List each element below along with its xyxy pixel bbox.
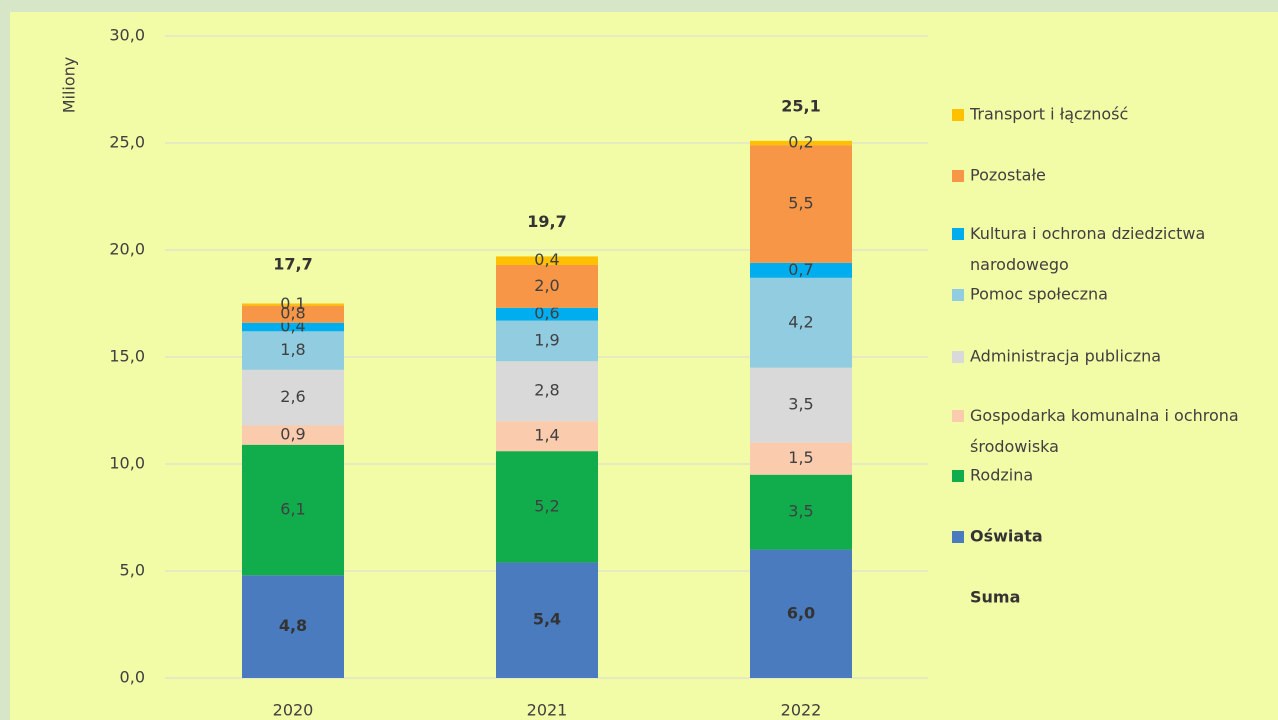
- bar-segment: [496, 361, 598, 422]
- x-tick-label: 2021: [527, 701, 568, 720]
- bar-segment: [496, 256, 598, 265]
- bar-segment: [750, 262, 852, 278]
- x-tick-label: 2020: [273, 701, 314, 720]
- bar-segment: [242, 444, 344, 576]
- legend-swatch: [952, 109, 964, 121]
- value-label: 0,7: [788, 260, 813, 279]
- total-label: 25,1: [781, 96, 820, 115]
- bar-segment: [242, 425, 344, 445]
- y-axis-title: Miliony: [60, 57, 79, 114]
- bar-segment: [750, 474, 852, 550]
- y-tick-label: 20,0: [109, 240, 145, 259]
- legend-label: Transport i łączność: [969, 105, 1128, 124]
- legend-label: Administracja publiczna: [970, 347, 1161, 366]
- total-label: 19,7: [527, 212, 566, 231]
- bar-segment: [750, 549, 852, 678]
- value-label: 3,5: [788, 395, 813, 414]
- bar-segment: [750, 442, 852, 475]
- bar-segment: [496, 421, 598, 452]
- bar-segment: [750, 367, 852, 443]
- bar-segment: [496, 320, 598, 362]
- value-label: 5,2: [534, 496, 559, 515]
- bar-segment: [750, 145, 852, 263]
- value-label: 5,4: [533, 610, 561, 629]
- bar-segment: [496, 264, 598, 308]
- value-label: 2,6: [280, 387, 305, 406]
- y-tick-label: 30,0: [109, 26, 145, 45]
- legend-swatch: [952, 351, 964, 363]
- legend-swatch: [952, 410, 964, 422]
- y-tick-label: 10,0: [109, 454, 145, 473]
- bar-segment: [750, 277, 852, 368]
- legend-swatch: [952, 531, 964, 543]
- legend-label: Kultura i ochrona dziedzictwa narodowego: [970, 224, 1210, 274]
- total-label: 17,7: [273, 255, 312, 274]
- legend-label: Pomoc społeczna: [970, 285, 1108, 304]
- x-tick-label: 2022: [781, 701, 822, 720]
- legend-swatch: [952, 289, 964, 301]
- value-label: 1,8: [280, 340, 305, 359]
- value-label: 6,0: [787, 603, 815, 622]
- bar-segment: [242, 369, 344, 426]
- value-label: 3,5: [788, 502, 813, 521]
- value-label: 1,4: [534, 426, 559, 445]
- value-label: 0,6: [534, 304, 559, 323]
- value-label: 1,5: [788, 448, 813, 467]
- value-label: 2,8: [534, 381, 559, 400]
- legend-swatch: [952, 228, 964, 240]
- bar-segment: [496, 307, 598, 321]
- value-label: 4,8: [279, 616, 307, 635]
- value-label: 0,1: [280, 294, 305, 313]
- bar-segment: [750, 140, 852, 146]
- legend-swatch: [952, 470, 964, 482]
- bar-segment: [242, 305, 344, 323]
- value-label: 4,2: [788, 312, 813, 331]
- bar-segment: [242, 322, 344, 332]
- value-label: 0,4: [534, 250, 559, 269]
- value-label: 0,8: [280, 304, 305, 323]
- y-tick-label: 15,0: [109, 347, 145, 366]
- y-tick-label: 0,0: [120, 668, 145, 687]
- value-label: 1,9: [534, 330, 559, 349]
- bar-segment: [242, 303, 344, 306]
- y-tick-label: 25,0: [109, 133, 145, 152]
- value-label: 6,1: [280, 500, 305, 519]
- value-label: 0,2: [788, 133, 813, 152]
- legend-label: Oświata: [970, 527, 1043, 546]
- legend-label: Suma: [970, 588, 1020, 607]
- value-label: 2,0: [534, 276, 559, 295]
- y-tick-label: 5,0: [120, 561, 145, 580]
- legend-label: Gospodarka komunalna i ochrona środowisk…: [970, 406, 1244, 456]
- chart-area: [10, 12, 1278, 720]
- value-label: 0,9: [280, 425, 305, 444]
- bar-segment: [242, 331, 344, 370]
- bar-segment: [496, 562, 598, 678]
- value-label: 5,5: [788, 193, 813, 212]
- legend-swatch: [952, 170, 964, 182]
- legend-label: Pozostałe: [970, 166, 1046, 185]
- bar-segment: [242, 575, 344, 678]
- bar-segment: [496, 451, 598, 563]
- legend-label: Rodzina: [970, 466, 1033, 485]
